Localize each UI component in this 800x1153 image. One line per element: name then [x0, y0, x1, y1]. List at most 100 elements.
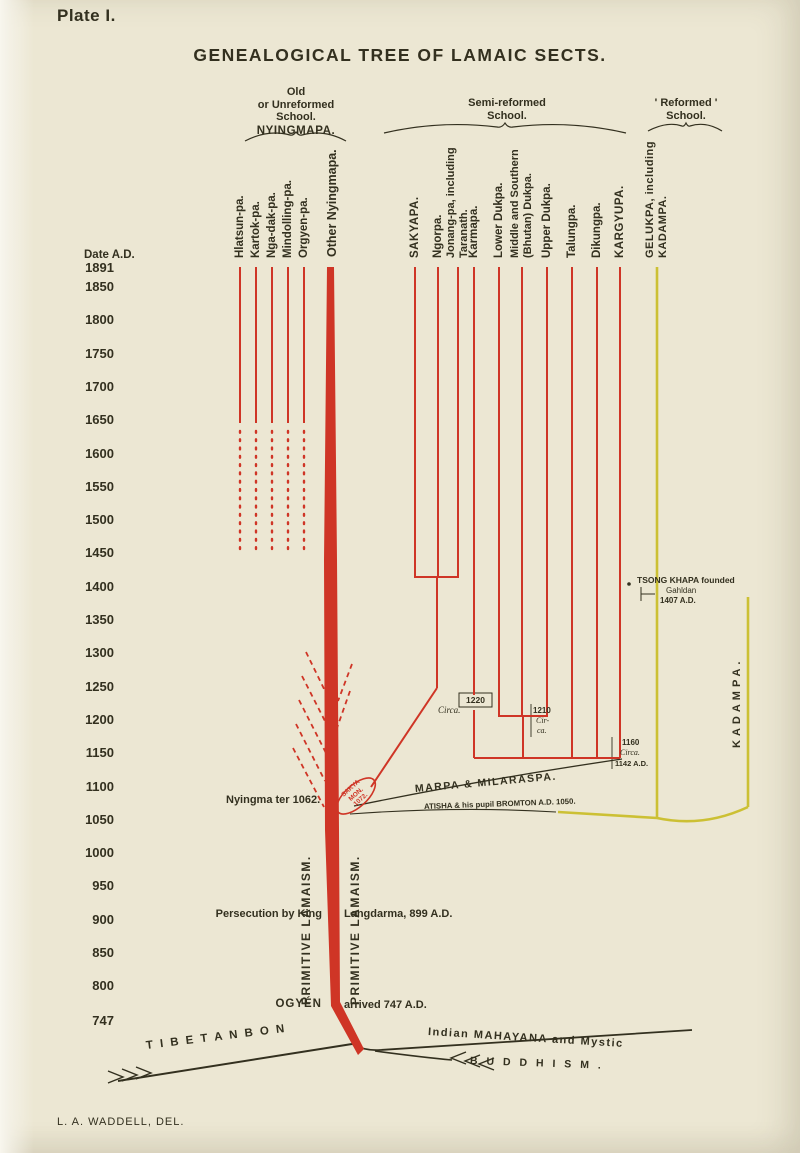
- sect-label-kartokpa: Kartok-pa.: [250, 201, 262, 258]
- tibetan-bon-line: [117, 1043, 353, 1082]
- sect-label-ngorpa: Ngorpa.: [432, 214, 444, 258]
- sect-label-other-nyingmapa: Other Nyingmapa.: [325, 149, 339, 257]
- gelukpa-bottom-links: [557, 805, 749, 823]
- year-label: 1800: [85, 312, 114, 327]
- nyingmapa-trunk-line: [324, 267, 364, 1055]
- gahldan-annotation: Gahldan: [666, 586, 697, 595]
- circa-1220-value: 1220: [466, 695, 485, 705]
- year-label: 1200: [85, 712, 114, 727]
- sect-label-lower-dukpa: Lower Dukpa.: [493, 182, 505, 258]
- old-school-line: Old: [286, 86, 306, 98]
- tsong-khapa-annotation: TSONG KHAPA founded: [637, 575, 735, 585]
- gelukpa-vertical-lines: [655, 267, 750, 818]
- school-header-reformed: ' Reformed ' School.: [634, 97, 738, 122]
- year-label: 1150: [85, 745, 114, 760]
- ogyen-annotation-left: OGYÉN: [275, 998, 322, 1010]
- year-label: 1600: [85, 446, 114, 461]
- sect-label-karmapa: Karmapa.: [468, 205, 480, 258]
- year-label: 800: [92, 978, 114, 993]
- year-label: 850: [92, 945, 114, 960]
- year-label: 950: [92, 878, 114, 893]
- primitive-lamaism-right: PRIMITIVE LAMAISM.: [348, 855, 362, 1005]
- year-label: 1550: [85, 479, 114, 494]
- reformed-school-line: ' Reformed ': [654, 97, 718, 109]
- circa-1220-label: Circa.: [438, 705, 461, 715]
- sect-label-kargyupa: KARGYUPA.: [614, 185, 626, 258]
- year-label: 1650: [85, 412, 114, 427]
- marpa-milaraspa-line: [353, 758, 623, 807]
- diagram-title: GENEALOGICAL TREE OF LAMAIC SECTS.: [193, 45, 607, 65]
- old-school-line: School.: [276, 111, 316, 123]
- sakya-branch-lines: [370, 267, 459, 788]
- sect-label-gelukpa: GELUKPA, including KADAMPA.: [644, 141, 670, 258]
- sect-label-sakyapa: SAKYAPA.: [409, 196, 421, 258]
- year-label: 1750: [85, 346, 114, 361]
- kadampa-vertical-label: KADAMPA.: [731, 657, 743, 748]
- nyingma-ter-annotation: Nyingma ter 1062.: [226, 794, 321, 806]
- kargyu-lines: [473, 267, 621, 759]
- brace-reformed-school: [647, 121, 723, 132]
- year-label: 747: [92, 1013, 114, 1028]
- lineage-connectors: [349, 582, 655, 815]
- reformed-school-line: School.: [666, 109, 706, 122]
- atisha-bromton-line: [349, 808, 557, 815]
- year-label: 1300: [85, 645, 114, 660]
- sect-label-hlatsunpa: Hlatsun-pa.: [234, 195, 246, 258]
- persecution-annotation-left: Persecution by King: [215, 908, 322, 920]
- year-label: 1050: [85, 812, 114, 827]
- circa-1160-label: Circa.: [620, 748, 640, 757]
- date-1142-label: 1142 A.D.: [615, 759, 649, 768]
- semi-school-line: Semi-reformed: [468, 97, 546, 109]
- tsong-khapa-bracket: [640, 587, 655, 601]
- year-label: 1000: [85, 845, 114, 860]
- middle-dukpa-line: Middle and Southern: [509, 149, 521, 258]
- gelukpa-line: KADAMPA.: [657, 195, 669, 258]
- semi-school-line: School.: [487, 109, 527, 122]
- footer-credit: L. A. WADDELL, DEL.: [57, 1116, 185, 1128]
- school-braces: [244, 121, 723, 142]
- primitive-lamaism-left: PRIMITIVE LAMAISM.: [299, 855, 313, 1005]
- year-label: 1350: [85, 612, 114, 627]
- year-label: 1891: [85, 260, 114, 275]
- middle-dukpa-line: (Bhutan) Dukpa.: [522, 173, 534, 258]
- jonangpa-line: Jonang-pa, including: [445, 147, 457, 258]
- sect-label-talungpa: Talungpa.: [566, 204, 578, 258]
- sakya-lines: [335, 267, 459, 815]
- year-label: 1850: [85, 279, 114, 294]
- old-school-line: or Unreformed: [257, 98, 335, 111]
- year-label: 1450: [85, 545, 114, 560]
- buddhism-line: [374, 1050, 453, 1061]
- nyingma-dotted-lines: [238, 429, 306, 551]
- school-header-semi: Semi-reformed School.: [427, 97, 587, 122]
- school-header-old: Old or Unreformed School. NYINGMAPA.: [236, 86, 356, 137]
- nyingma-converging-dashes: [292, 651, 353, 808]
- old-school-nyingmapa: NYINGMAPA.: [256, 124, 336, 137]
- circa-1160-value: 1160: [622, 738, 640, 747]
- year-label: 1700: [85, 379, 114, 394]
- year-label: 1100: [85, 779, 114, 794]
- tsong-khapa-dot: [627, 582, 631, 586]
- sect-label-middle-dukpa: Middle and Southern (Bhutan) Dukpa.: [509, 149, 535, 258]
- nyingma-sect-lines: [238, 267, 353, 808]
- buddhism-arrow-chevrons: [449, 1051, 495, 1071]
- nyingma-solid-lines: [239, 267, 305, 423]
- sect-label-upper-dukpa: Upper Dukpa.: [541, 183, 553, 258]
- sect-label-dikungpa: Dikungpa.: [591, 202, 603, 258]
- brace-semi-reformed-school: [383, 121, 627, 134]
- circa-1210-label: Cir-: [536, 716, 550, 725]
- circa-1210-value: 1210: [533, 706, 551, 715]
- sect-label-mindollingpa: Mindolling-pa.: [282, 180, 294, 258]
- ogyen-annotation-right: arrived 747 A.D.: [344, 999, 427, 1011]
- brace-old-school: [244, 131, 347, 142]
- gelukpa-lines: [557, 267, 750, 823]
- year-label: 1500: [85, 512, 114, 527]
- bon-arrow-chevrons: [107, 1066, 153, 1084]
- sect-label-ngadakpa: Nga-dak-pa.: [266, 192, 278, 258]
- sect-label-orgyenpa: Orgyen-pa.: [298, 197, 310, 258]
- circa-1220-box: [458, 692, 493, 708]
- date-axis-label: Date A.D.: [84, 249, 135, 261]
- persecution-annotation-right: Langdarma, 899 A.D.: [344, 908, 453, 920]
- year-label: 1400: [85, 579, 114, 594]
